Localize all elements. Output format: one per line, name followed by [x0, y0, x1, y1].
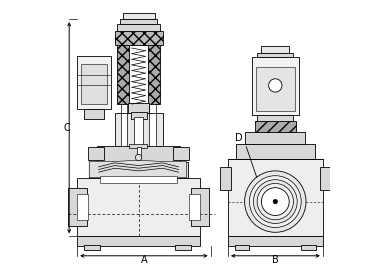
Bar: [191, 188, 209, 226]
Bar: [100, 176, 177, 183]
Bar: [114, 31, 163, 45]
Bar: [149, 113, 156, 146]
Bar: [137, 147, 141, 158]
Bar: [88, 147, 104, 160]
Circle shape: [273, 199, 278, 204]
Bar: [97, 146, 180, 162]
Polygon shape: [89, 160, 187, 178]
Circle shape: [261, 188, 289, 215]
Bar: [123, 13, 154, 19]
Bar: [148, 45, 160, 104]
Bar: [120, 19, 157, 24]
Text: D: D: [236, 132, 243, 143]
Bar: [236, 144, 315, 159]
Circle shape: [135, 154, 142, 161]
Circle shape: [257, 183, 294, 220]
Bar: [189, 194, 200, 220]
Bar: [261, 46, 289, 53]
Bar: [255, 121, 296, 132]
Bar: [173, 147, 189, 160]
Bar: [84, 245, 100, 250]
Bar: [258, 53, 294, 57]
Bar: [245, 132, 305, 144]
Bar: [235, 245, 249, 250]
Bar: [77, 194, 88, 220]
Bar: [228, 236, 323, 246]
Bar: [175, 245, 191, 250]
Circle shape: [249, 176, 301, 227]
Text: A: A: [141, 255, 147, 265]
Bar: [81, 64, 107, 104]
Bar: [84, 109, 104, 119]
Circle shape: [269, 79, 282, 92]
Bar: [121, 113, 127, 146]
Bar: [117, 45, 129, 104]
Bar: [129, 144, 147, 148]
Bar: [77, 178, 200, 236]
Bar: [114, 113, 163, 146]
Bar: [89, 162, 188, 178]
Bar: [320, 167, 331, 190]
Text: B: B: [272, 255, 279, 265]
Circle shape: [253, 180, 297, 223]
Bar: [258, 115, 294, 121]
Bar: [131, 112, 147, 119]
Text: C: C: [63, 123, 70, 133]
Bar: [134, 117, 143, 146]
Bar: [256, 67, 295, 111]
Bar: [220, 167, 231, 190]
Bar: [128, 103, 149, 113]
Bar: [252, 57, 299, 115]
Bar: [77, 56, 111, 109]
Bar: [117, 24, 160, 31]
Circle shape: [245, 171, 306, 232]
Bar: [301, 245, 316, 250]
Bar: [77, 236, 200, 246]
Bar: [228, 159, 323, 236]
Bar: [68, 188, 87, 226]
